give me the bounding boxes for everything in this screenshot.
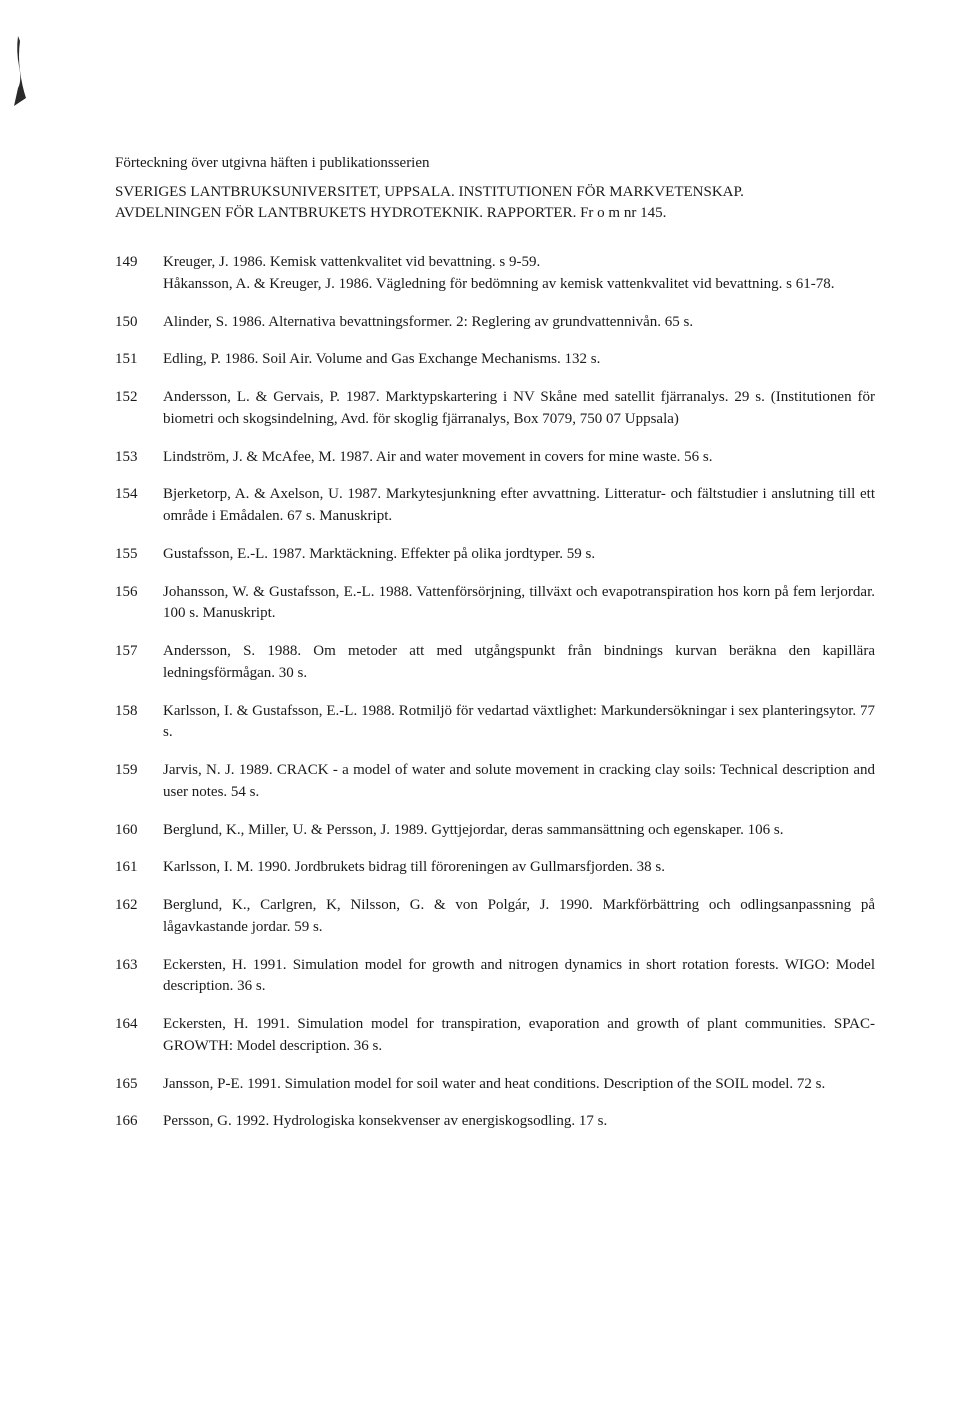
entry-number: 159: [115, 760, 163, 804]
org-line-2: AVDELNINGEN FÖR LANTBRUKETS HYDROTEKNIK.…: [115, 203, 875, 224]
binding-mark-icon: [8, 36, 30, 106]
entry-citation: Persson, G. 1992. Hydrologiska konsekven…: [163, 1111, 875, 1133]
entry-citation: Eckersten, H. 1991. Simulation model for…: [163, 1014, 875, 1058]
org-line-1: SVERIGES LANTBRUKSUNIVERSITET, UPPSALA. …: [115, 182, 875, 203]
bibliography-entry: 163Eckersten, H. 1991. Simulation model …: [115, 955, 875, 999]
bibliography-entry: 160Berglund, K., Miller, U. & Persson, J…: [115, 820, 875, 842]
entry-citation: Alinder, S. 1986. Alternativa bevattning…: [163, 312, 875, 334]
entry-citation: Edling, P. 1986. Soil Air. Volume and Ga…: [163, 349, 875, 371]
bibliography-entry: 151Edling, P. 1986. Soil Air. Volume and…: [115, 349, 875, 371]
entry-number: 156: [115, 582, 163, 626]
entry-number: 165: [115, 1074, 163, 1096]
entry-citation: Kreuger, J. 1986. Kemisk vattenkvalitet …: [163, 252, 875, 296]
bibliography-entry: 155Gustafsson, E.-L. 1987. Marktäckning.…: [115, 544, 875, 566]
bibliography-entry: 149Kreuger, J. 1986. Kemisk vattenkvalit…: [115, 252, 875, 296]
entry-citation: Jansson, P-E. 1991. Simulation model for…: [163, 1074, 875, 1096]
entry-citation: Bjerketorp, A. & Axelson, U. 1987. Marky…: [163, 484, 875, 528]
entry-number: 151: [115, 349, 163, 371]
bibliography-entry: 161Karlsson, I. M. 1990. Jordbrukets bid…: [115, 857, 875, 879]
bibliography-entry: 153Lindström, J. & McAfee, M. 1987. Air …: [115, 447, 875, 469]
entry-citation: Berglund, K., Miller, U. & Persson, J. 1…: [163, 820, 875, 842]
bibliography-entry: 154Bjerketorp, A. & Axelson, U. 1987. Ma…: [115, 484, 875, 528]
entry-number: 164: [115, 1014, 163, 1058]
entry-number: 158: [115, 701, 163, 745]
bibliography-entry: 157Andersson, S. 1988. Om metoder att me…: [115, 641, 875, 685]
bibliography-entry: 166Persson, G. 1992. Hydrologiska konsek…: [115, 1111, 875, 1133]
subtitle-text: Förteckning över utgivna häften i publik…: [115, 155, 875, 172]
entry-citation: Lindström, J. & McAfee, M. 1987. Air and…: [163, 447, 875, 469]
entry-number: 166: [115, 1111, 163, 1133]
entry-citation: Gustafsson, E.-L. 1987. Marktäckning. Ef…: [163, 544, 875, 566]
entry-number: 161: [115, 857, 163, 879]
entry-citation: Berglund, K., Carlgren, K, Nilsson, G. &…: [163, 895, 875, 939]
entry-citation: Johansson, W. & Gustafsson, E.-L. 1988. …: [163, 582, 875, 626]
bibliography-entry: 156Johansson, W. & Gustafsson, E.-L. 198…: [115, 582, 875, 626]
entry-number: 160: [115, 820, 163, 842]
entry-number: 162: [115, 895, 163, 939]
bibliography-entry: 158Karlsson, I. & Gustafsson, E.-L. 1988…: [115, 701, 875, 745]
entry-number: 149: [115, 252, 163, 296]
entry-number: 163: [115, 955, 163, 999]
entry-citation: Eckersten, H. 1991. Simulation model for…: [163, 955, 875, 999]
entry-citation: Karlsson, I. & Gustafsson, E.-L. 1988. R…: [163, 701, 875, 745]
entry-citation: Jarvis, N. J. 1989. CRACK - a model of w…: [163, 760, 875, 804]
bibliography-entry: 162Berglund, K., Carlgren, K, Nilsson, G…: [115, 895, 875, 939]
document-header: Förteckning över utgivna häften i publik…: [115, 155, 875, 224]
entry-number: 153: [115, 447, 163, 469]
bibliography-entry: 164Eckersten, H. 1991. Simulation model …: [115, 1014, 875, 1058]
entry-citation: Karlsson, I. M. 1990. Jordbrukets bidrag…: [163, 857, 875, 879]
bibliography-list: 149Kreuger, J. 1986. Kemisk vattenkvalit…: [115, 252, 875, 1133]
entry-number: 150: [115, 312, 163, 334]
entry-citation: Andersson, L. & Gervais, P. 1987. Markty…: [163, 387, 875, 431]
entry-number: 155: [115, 544, 163, 566]
entry-citation: Andersson, S. 1988. Om metoder att med u…: [163, 641, 875, 685]
entry-number: 154: [115, 484, 163, 528]
bibliography-entry: 152Andersson, L. & Gervais, P. 1987. Mar…: [115, 387, 875, 431]
entry-number: 152: [115, 387, 163, 431]
bibliography-entry: 159Jarvis, N. J. 1989. CRACK - a model o…: [115, 760, 875, 804]
entry-number: 157: [115, 641, 163, 685]
bibliography-entry: 150Alinder, S. 1986. Alternativa bevattn…: [115, 312, 875, 334]
bibliography-entry: 165Jansson, P-E. 1991. Simulation model …: [115, 1074, 875, 1096]
